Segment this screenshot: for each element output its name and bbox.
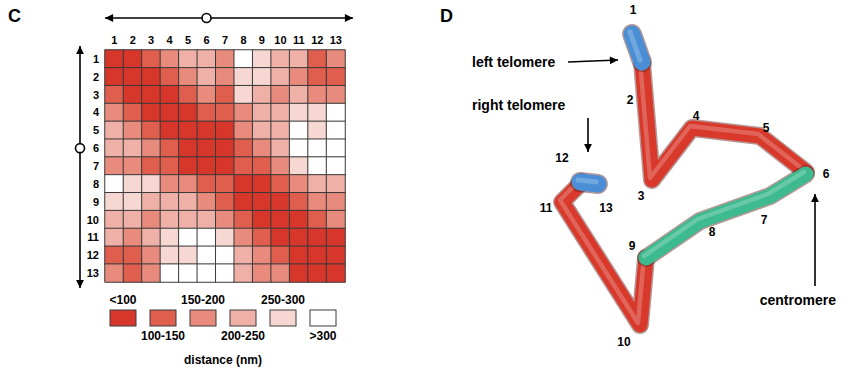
svg-text:3: 3: [148, 34, 154, 46]
svg-text:11: 11: [87, 231, 99, 243]
svg-text:150-200: 150-200: [181, 293, 225, 307]
svg-text:1: 1: [111, 34, 117, 46]
svg-text:centromere: centromere: [760, 292, 836, 308]
svg-text:2: 2: [130, 34, 136, 46]
svg-text:12: 12: [311, 34, 323, 46]
svg-text:7: 7: [93, 160, 99, 172]
svg-text:6: 6: [823, 167, 830, 181]
svg-text:6: 6: [203, 34, 209, 46]
svg-text:5: 5: [185, 34, 191, 46]
svg-text:9: 9: [629, 239, 636, 253]
svg-text:8: 8: [93, 178, 99, 190]
svg-text:7: 7: [222, 34, 228, 46]
svg-text:11: 11: [293, 34, 305, 46]
svg-text:<100: <100: [109, 293, 136, 307]
svg-text:C: C: [8, 6, 21, 26]
svg-text:8: 8: [240, 34, 246, 46]
svg-text:8: 8: [709, 225, 716, 239]
svg-text:4: 4: [93, 106, 100, 118]
svg-text:200-250: 200-250: [221, 329, 265, 343]
svg-text:13: 13: [87, 267, 99, 279]
svg-text:10: 10: [87, 214, 99, 226]
svg-text:6: 6: [93, 142, 99, 154]
svg-text:10: 10: [617, 335, 631, 349]
svg-text:11: 11: [540, 201, 553, 215]
svg-text:5: 5: [93, 124, 99, 136]
svg-text:100-150: 100-150: [141, 329, 185, 343]
svg-text:D: D: [440, 6, 453, 26]
svg-text:1: 1: [630, 3, 637, 17]
svg-text:>300: >300: [309, 329, 336, 343]
svg-text:left telomere: left telomere: [472, 54, 555, 70]
svg-text:2: 2: [627, 93, 634, 107]
svg-text:3: 3: [638, 189, 645, 203]
svg-text:7: 7: [761, 213, 768, 227]
svg-text:4: 4: [167, 34, 174, 46]
svg-text:10: 10: [274, 34, 286, 46]
svg-text:13: 13: [599, 201, 613, 215]
svg-text:2: 2: [93, 71, 99, 83]
svg-text:3: 3: [93, 89, 99, 101]
svg-text:13: 13: [330, 34, 342, 46]
svg-text:5: 5: [763, 121, 770, 135]
svg-text:12: 12: [555, 151, 569, 165]
svg-text:250-300: 250-300: [261, 293, 305, 307]
svg-text:distance (nm): distance (nm): [184, 353, 262, 367]
svg-text:4: 4: [693, 109, 700, 123]
svg-text:9: 9: [259, 34, 265, 46]
svg-text:9: 9: [93, 196, 99, 208]
svg-text:12: 12: [87, 249, 99, 261]
svg-text:1: 1: [93, 53, 99, 65]
svg-text:right telomere: right telomere: [472, 97, 566, 113]
